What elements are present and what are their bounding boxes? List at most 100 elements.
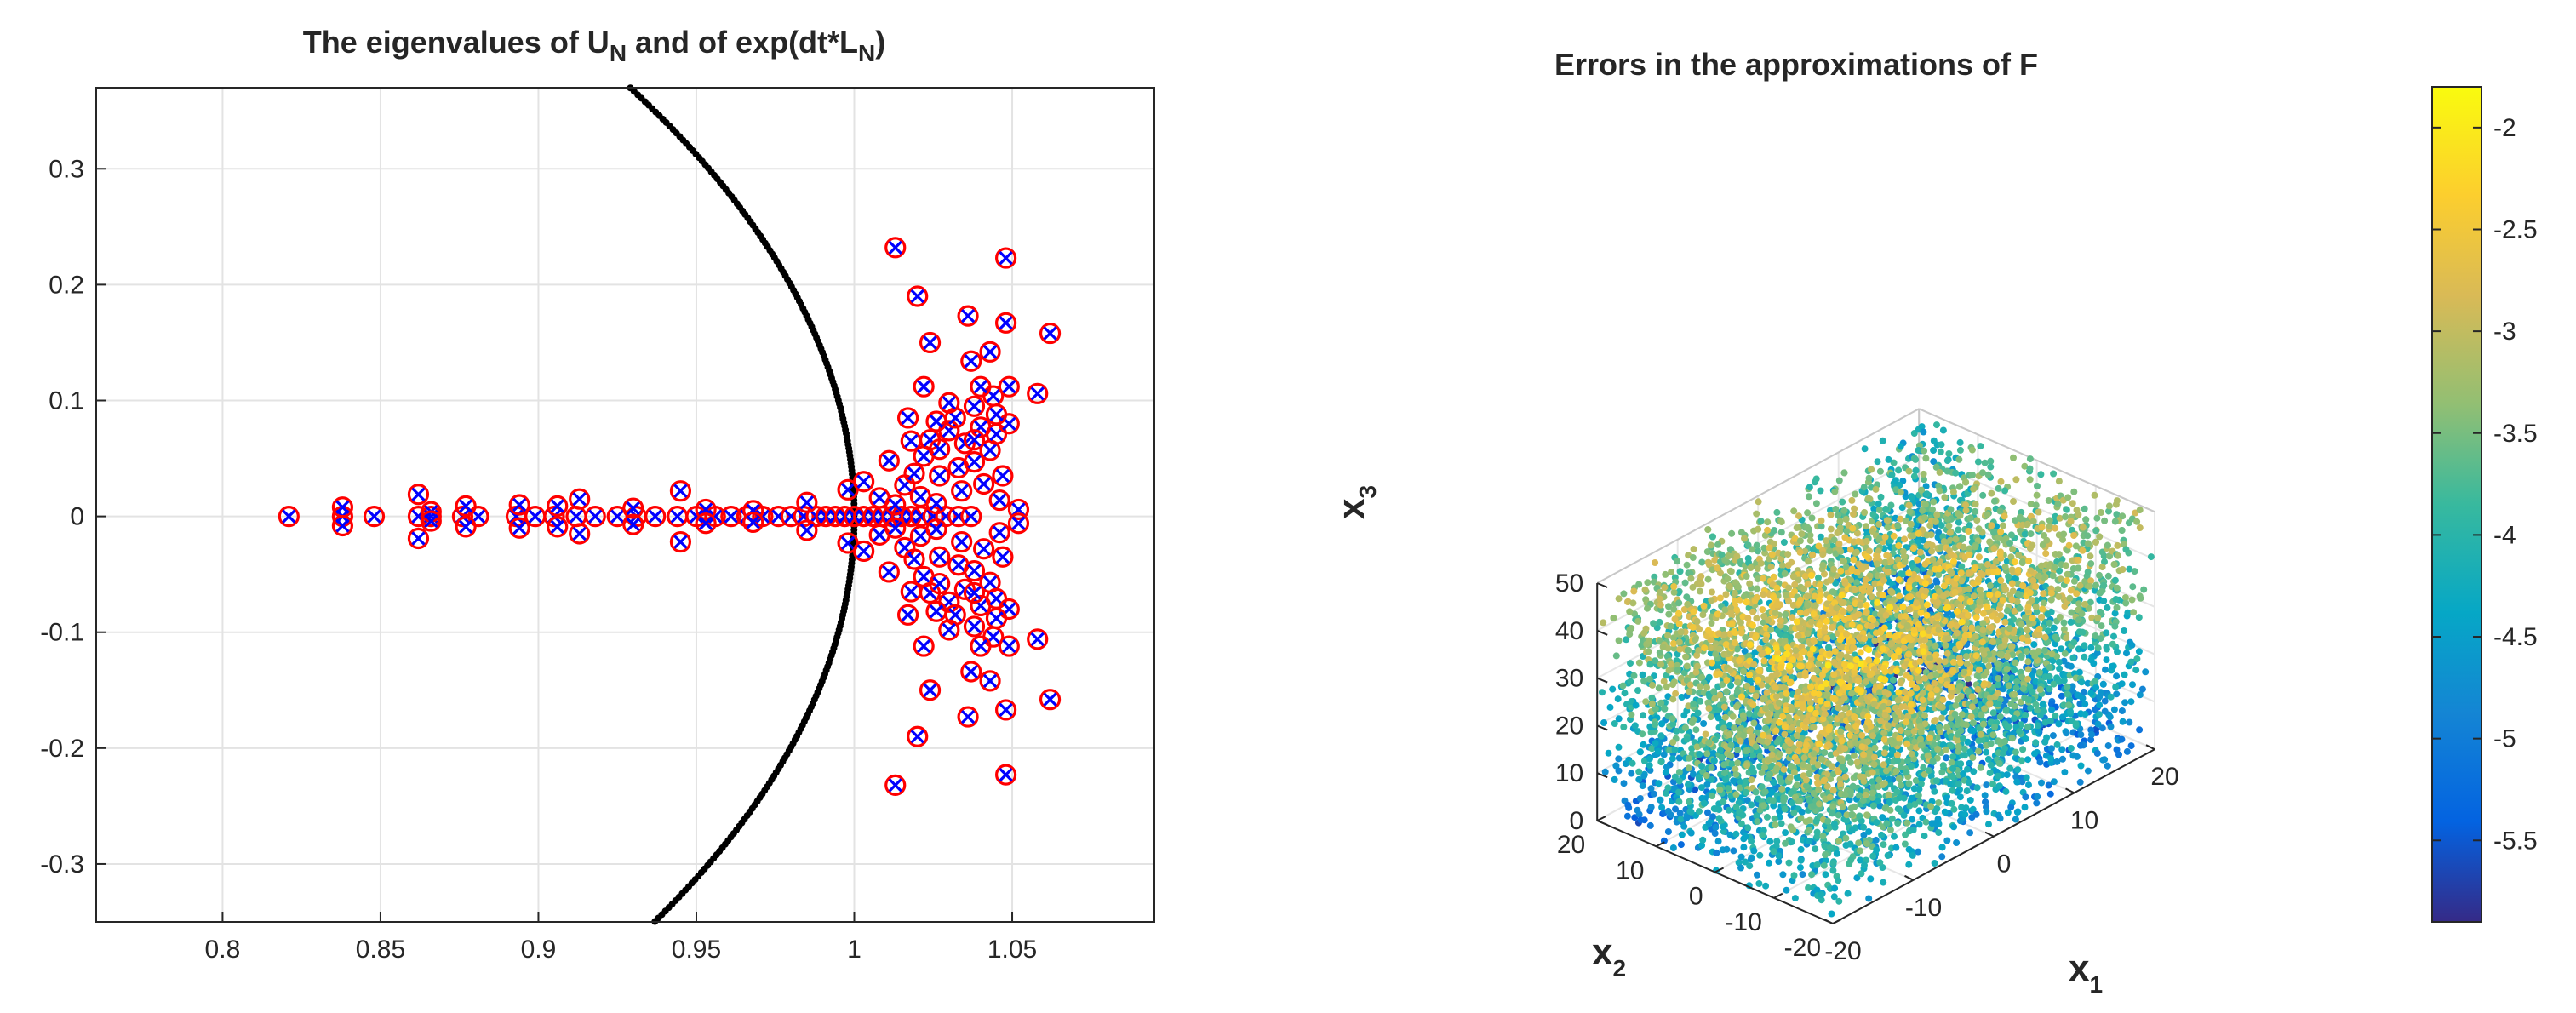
error-point <box>1819 562 1827 569</box>
error-point <box>1720 761 1728 769</box>
eigenvalue-x-marker <box>1011 516 1026 530</box>
error-point <box>1657 732 1665 740</box>
error-point <box>1840 506 1848 514</box>
error-point <box>1648 700 1656 707</box>
error-point <box>1851 505 1858 512</box>
error-point <box>1795 632 1802 639</box>
error-point <box>1647 804 1655 811</box>
error-point <box>1862 791 1869 798</box>
error-point <box>1800 754 1808 762</box>
error-point <box>1655 684 1663 692</box>
error-point <box>1872 485 1880 493</box>
error-point <box>1869 852 1877 860</box>
eigenvalue-x-marker <box>572 492 587 506</box>
eigenvalue-circle-marker <box>467 506 489 528</box>
error-point <box>1723 688 1730 695</box>
eigenvalue-circle-marker <box>960 350 982 372</box>
error-point <box>1776 750 1783 758</box>
eigenvalue-x-marker <box>995 468 1010 484</box>
error-point <box>1856 624 1863 632</box>
eigenvalue-x-marker <box>799 495 814 510</box>
error-point <box>1857 660 1864 667</box>
error-point <box>1684 646 1692 654</box>
eigenvalue-chart: The eigenvalues of UN and of exp(dt*LN) … <box>40 25 1155 964</box>
error-point <box>1794 701 1801 708</box>
error-point <box>1743 747 1751 754</box>
error-point <box>1773 508 1781 516</box>
eigenvalue-x-marker <box>989 407 1004 421</box>
error-point <box>1840 599 1847 606</box>
error-point <box>1786 662 1794 670</box>
error-point <box>1885 455 1892 463</box>
error-point <box>1790 872 1798 879</box>
error-point <box>1744 541 1752 549</box>
error-point <box>1837 625 1845 632</box>
error-point <box>1600 719 1608 726</box>
error-point <box>1673 727 1680 735</box>
error-point <box>1816 621 1823 629</box>
error-point <box>1709 588 1715 596</box>
error-point <box>1705 673 1713 681</box>
error-point <box>1832 615 1840 622</box>
eigenvalue-circle-marker <box>900 430 922 452</box>
error-point <box>1863 811 1870 819</box>
error-point <box>1846 840 1854 848</box>
error-point <box>1818 756 1826 763</box>
error-point <box>1894 522 1902 529</box>
error-point <box>1658 720 1666 728</box>
error-point <box>1743 762 1750 770</box>
eigenvalue-circle-marker <box>953 432 976 455</box>
error-point <box>1754 818 1761 826</box>
eigenvalue-x-marker <box>1030 632 1045 647</box>
error-point <box>1784 551 1792 558</box>
error-point <box>1670 605 1678 613</box>
error-point <box>1720 703 1728 711</box>
error-point <box>1790 809 1798 816</box>
error-point <box>1761 724 1769 732</box>
error-point <box>1714 714 1722 722</box>
error-point <box>1857 847 1863 855</box>
error-point <box>1878 831 1886 838</box>
error-point <box>1683 735 1691 743</box>
error-point-cloud <box>1599 421 2155 918</box>
error-point <box>1762 882 1770 890</box>
error-point <box>1860 587 1867 594</box>
error-point <box>1877 717 1885 724</box>
error-point <box>1766 838 1774 845</box>
error-point <box>1881 558 1889 566</box>
error-point <box>1697 581 1705 587</box>
error-point <box>1781 730 1789 738</box>
error-point <box>1886 632 1893 639</box>
error-point <box>1708 597 1715 604</box>
error-point <box>1726 667 1734 674</box>
error-point <box>1720 631 1728 638</box>
error-point <box>1838 737 1846 745</box>
error-point <box>1852 548 1860 556</box>
error-point <box>1716 787 1724 793</box>
error-point <box>1675 638 1683 646</box>
error-point <box>1762 705 1769 713</box>
eigenvalue-x-marker <box>873 528 887 542</box>
error-point <box>1823 537 1830 545</box>
error-point <box>1880 624 1888 632</box>
eigenvalue-circle-marker <box>508 494 530 516</box>
error-point <box>1840 558 1847 565</box>
error-point <box>1630 587 1638 595</box>
error-point <box>1780 539 1788 546</box>
eigenvalue-x-marker <box>550 519 564 534</box>
left-title: The eigenvalues of UN and of exp(dt*LN) <box>303 25 886 66</box>
error-point <box>1816 733 1823 741</box>
error-point <box>1724 785 1732 793</box>
eigenvalue-circle-marker <box>963 559 986 582</box>
error-point <box>1919 506 1926 514</box>
error-point <box>1615 595 1623 603</box>
error-point <box>1635 659 1643 667</box>
error-point <box>1666 747 1674 754</box>
error-point <box>1876 682 1884 690</box>
error-point <box>1895 576 1903 584</box>
error-point <box>1737 820 1745 827</box>
error-point <box>1715 645 1723 653</box>
eigenvalue-circle-marker <box>407 527 430 550</box>
error-point <box>1896 592 1903 600</box>
error-point <box>1627 678 1634 685</box>
